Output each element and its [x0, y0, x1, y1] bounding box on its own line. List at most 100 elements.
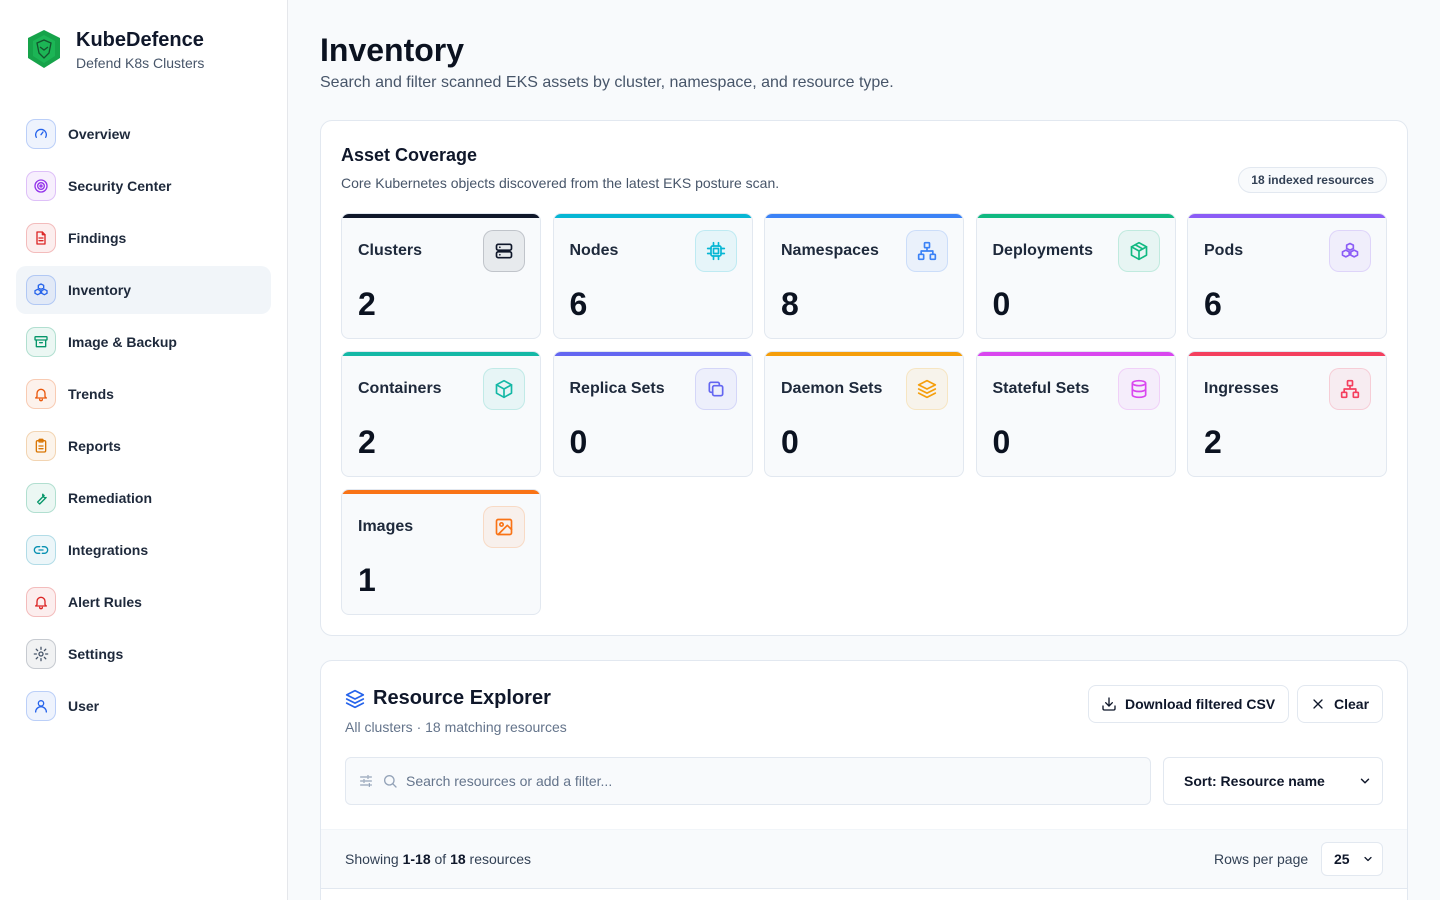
boxes-icon — [34, 283, 48, 296]
tile-icon-wrap — [906, 230, 948, 272]
tile-label: Nodes — [569, 242, 619, 259]
nav-icon-wrap — [26, 691, 56, 721]
explorer-header: Resource Explorer — [345, 687, 551, 710]
nav-icon-wrap — [26, 379, 56, 409]
rows-per-page-value: 25 — [1334, 851, 1350, 867]
sidebar-item-inventory[interactable]: Inventory — [16, 266, 271, 314]
tile-accent-bar — [553, 214, 752, 218]
tile-nodes[interactable]: Nodes 6 — [552, 213, 753, 339]
tile-accent-bar — [765, 352, 963, 356]
search-bar[interactable] — [345, 757, 1151, 805]
box-icon — [495, 379, 513, 399]
rows-per-page-select[interactable]: 25 — [1321, 842, 1383, 876]
copy-icon — [708, 381, 723, 397]
tile-icon-wrap — [483, 368, 525, 410]
tile-images[interactable]: Images 1 — [341, 489, 541, 615]
tile-icon-wrap — [1117, 230, 1160, 272]
tile-daemon-sets[interactable]: Daemon Sets 0 — [764, 351, 964, 477]
sidebar-item-integrations[interactable]: Integrations — [16, 526, 271, 574]
file-text-icon — [36, 231, 46, 245]
tile-value: 0 — [992, 424, 1011, 460]
sidebar-item-label: Findings — [68, 230, 127, 246]
sidebar-item-label: Overview — [68, 126, 131, 142]
sidebar-item-trends[interactable]: Trends — [16, 370, 271, 418]
sidebar-item-image-backup[interactable]: Image & Backup — [16, 318, 271, 366]
tile-label: Replica Sets — [569, 380, 665, 397]
tile-containers[interactable]: Containers 2 — [341, 351, 541, 477]
bell-icon — [35, 388, 47, 402]
tile-ingresses[interactable]: Ingresses 2 — [1187, 351, 1387, 477]
sidebar-item-findings[interactable]: Findings — [16, 214, 271, 262]
tile-label: Containers — [358, 380, 442, 397]
tile-deployments[interactable]: Deployments 0 — [975, 213, 1176, 339]
link-icon — [33, 546, 49, 554]
download-csv-button[interactable]: Download filtered CSV — [1088, 685, 1289, 723]
chevron-down-icon — [1364, 856, 1372, 862]
tile-accent-bar — [976, 214, 1175, 218]
tile-label: Daemon Sets — [781, 380, 883, 397]
sidebar-item-user[interactable]: User — [16, 682, 271, 730]
sidebar-item-remediation[interactable]: Remediation — [16, 474, 271, 522]
tile-value: 8 — [781, 286, 799, 322]
tile-value: 2 — [358, 286, 376, 322]
tile-icon-wrap — [1117, 368, 1160, 410]
server-icon — [495, 243, 513, 259]
tile-label: Images — [358, 518, 414, 535]
bell-icon — [35, 596, 47, 610]
download-icon — [1102, 697, 1116, 711]
tile-icon-wrap — [694, 230, 737, 272]
sidebar-item-alert-rules[interactable]: Alert Rules — [16, 578, 271, 626]
tile-namespaces[interactable]: Namespaces 8 — [764, 213, 964, 339]
tile-label: Stateful Sets — [992, 380, 1090, 397]
sort-select[interactable]: Sort: Resource name — [1163, 757, 1383, 805]
tile-label: Deployments — [992, 242, 1093, 259]
download-csv-label: Download filtered CSV — [1125, 696, 1276, 712]
sidebar-nav: Overview Security Center Findings Inventory… — [16, 110, 271, 734]
tile-replica-sets[interactable]: Replica Sets 0 — [552, 351, 753, 477]
tile-value: 6 — [569, 286, 588, 322]
archive-icon — [34, 336, 48, 348]
radar-icon — [34, 179, 48, 193]
image-icon — [495, 518, 513, 536]
sidebar-item-settings[interactable]: Settings — [16, 630, 271, 678]
showing-suffix: resources — [465, 851, 532, 867]
sidebar-item-overview[interactable]: Overview — [16, 110, 271, 158]
network-icon — [917, 241, 937, 261]
tile-icon-wrap — [483, 506, 525, 548]
tile-pods[interactable]: Pods 6 — [1187, 213, 1387, 339]
tile-accent-bar — [976, 352, 1175, 356]
tile-label: Pods — [1204, 242, 1244, 259]
tile-value: 1 — [358, 562, 376, 598]
tile-accent-bar — [342, 490, 540, 494]
asset-coverage-card: Asset Coverage Core Kubernetes objects d… — [320, 120, 1408, 636]
clear-button[interactable]: Clear — [1297, 685, 1383, 723]
sidebar-item-label: Reports — [68, 438, 121, 454]
main-content: Inventory Search and filter scanned EKS … — [288, 0, 1440, 900]
search-input[interactable] — [406, 773, 1106, 789]
tile-value: 6 — [1204, 286, 1222, 322]
brand[interactable]: KubeDefence Defend K8s Clusters — [26, 28, 204, 73]
explorer-title: Resource Explorer — [373, 687, 551, 709]
nav-icon-wrap — [26, 275, 56, 305]
sidebar-item-label: Trends — [68, 386, 114, 402]
sidebar-item-label: User — [68, 698, 100, 714]
filter-sliders-icon[interactable] — [358, 773, 374, 789]
user-icon — [35, 700, 47, 713]
tile-clusters[interactable]: Clusters 2 — [341, 213, 541, 339]
tile-stateful-sets[interactable]: Stateful Sets 0 — [975, 351, 1176, 477]
sidebar-item-reports[interactable]: Reports — [16, 422, 271, 470]
tile-accent-bar — [553, 352, 752, 356]
sidebar-item-security-center[interactable]: Security Center — [16, 162, 271, 210]
nav-icon-wrap — [26, 639, 56, 669]
showing-prefix: Showing — [345, 851, 403, 867]
table-toolbar: Showing 1-18 of 18 resources Rows per pa… — [321, 829, 1407, 889]
sidebar: KubeDefence Defend K8s Clusters Overview… — [0, 0, 288, 900]
rows-per-page-label: Rows per page — [1214, 851, 1309, 867]
nav-icon-wrap — [26, 171, 56, 201]
tile-label: Namespaces — [781, 242, 879, 259]
showing-of: of — [430, 851, 451, 867]
tile-value: 2 — [358, 424, 376, 460]
search-icon — [384, 775, 397, 788]
nav-icon-wrap — [26, 119, 56, 149]
database-icon — [1131, 379, 1146, 399]
